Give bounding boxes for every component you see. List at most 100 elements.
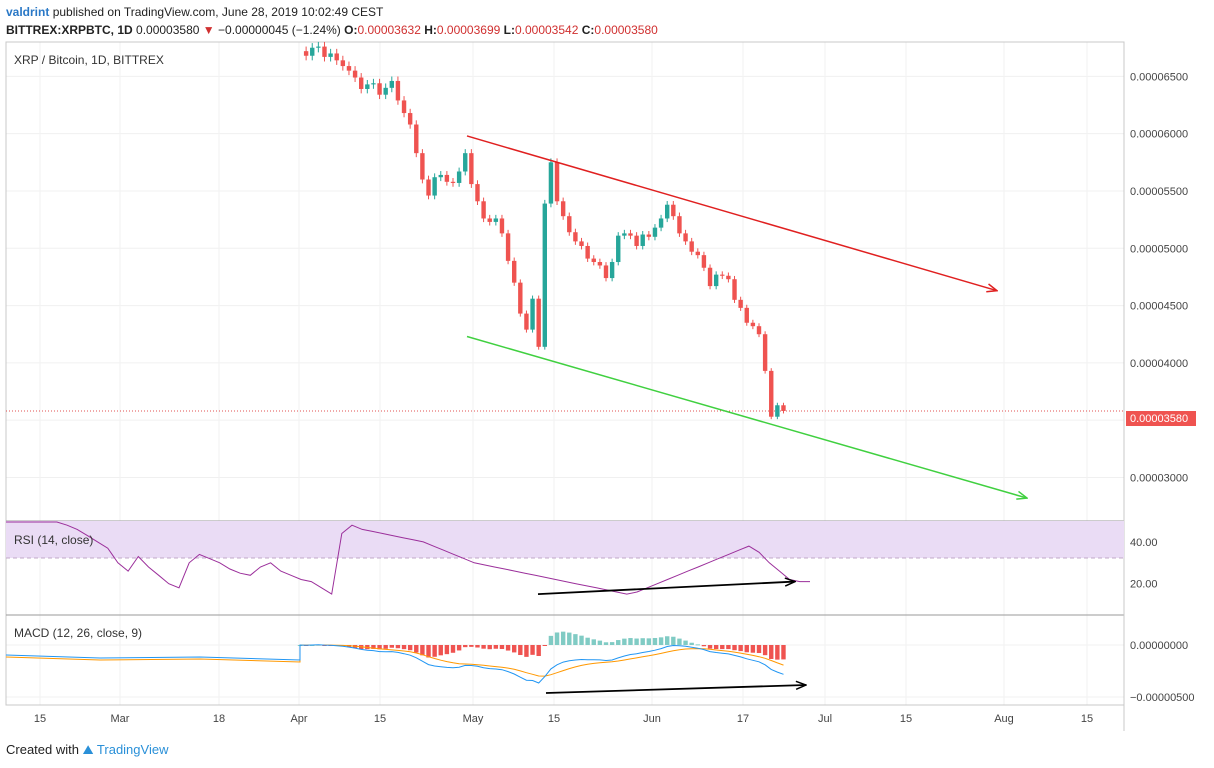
histogram-bar	[603, 642, 609, 645]
close-label: C:	[581, 23, 595, 37]
candle	[628, 229, 633, 240]
histogram-bar	[628, 638, 633, 645]
candle	[756, 323, 762, 338]
candle	[487, 214, 492, 226]
histogram-bar	[591, 639, 596, 645]
divergence-arrows[interactable]	[537, 582, 806, 694]
symbol-label: BITTREX:XRPBTC, 1D	[6, 23, 133, 37]
histogram-bar	[487, 645, 492, 650]
candle	[781, 402, 786, 414]
y-tick-label: 0.00004500	[1130, 301, 1188, 313]
tradingview-brand[interactable]: TradingView	[96, 742, 169, 757]
price-change: −0.00000045 (−1.24%)	[218, 23, 341, 37]
histogram-bar	[720, 645, 725, 650]
candle	[597, 258, 603, 269]
high-value: 0.00003699	[436, 23, 501, 37]
macd-histogram	[297, 631, 786, 660]
candle	[383, 83, 388, 100]
histogram-bar	[762, 645, 768, 656]
rsi-divergence-arrow[interactable]	[537, 582, 795, 596]
candle	[762, 331, 768, 374]
histogram-bar	[616, 640, 621, 645]
x-tick-label: 15	[34, 713, 46, 725]
candle	[707, 264, 713, 290]
candle	[579, 237, 584, 250]
candle	[481, 197, 486, 223]
time-axis[interactable]: 15 Mar 18 Apr 15 May 15 Jun 17 Jul 15 Aug 15	[34, 713, 1093, 725]
histogram-bar	[775, 645, 780, 660]
candle	[401, 96, 407, 118]
histogram-bar	[463, 645, 468, 648]
candle	[303, 46, 309, 61]
candle	[548, 158, 554, 208]
close-value: 0.00003580	[594, 23, 658, 37]
histogram-bar	[622, 638, 627, 645]
histogram-bar	[781, 645, 786, 660]
y-tick-label: 0.00003000	[1130, 472, 1188, 484]
candle	[720, 271, 725, 280]
histogram-bar	[695, 644, 700, 646]
support-trendline[interactable]	[466, 335, 1027, 499]
candle	[475, 180, 480, 206]
histogram-bar	[377, 645, 382, 650]
candle	[432, 173, 437, 200]
x-tick-label: 15	[548, 713, 560, 725]
price-axis[interactable]: 0.00006500 0.00006000 0.00005500 0.00005000…	[1130, 71, 1195, 704]
rsi-title: RSI (14, close)	[14, 533, 93, 547]
candle	[646, 230, 652, 241]
histogram-bar	[548, 635, 554, 645]
histogram-bar	[493, 645, 499, 649]
author-name[interactable]: valdrint	[6, 5, 50, 19]
candle	[456, 167, 462, 187]
down-arrow-icon: ▼	[202, 23, 215, 37]
candle	[352, 66, 358, 82]
macd-tick-label: −0.00000500	[1130, 692, 1195, 704]
candle	[677, 212, 682, 237]
y-tick-label: 0.00006000	[1130, 129, 1188, 141]
candle	[665, 201, 670, 223]
resistance-trendline[interactable]	[466, 135, 997, 291]
candle	[701, 251, 707, 272]
histogram-bar	[518, 645, 523, 656]
candle	[542, 199, 547, 350]
histogram-bar	[677, 638, 682, 645]
candle	[316, 41, 321, 53]
candle	[414, 120, 419, 158]
x-tick-label: 17	[737, 713, 749, 725]
x-tick-label: Apr	[290, 713, 307, 725]
published-text: published on TradingView.com, June 28, 2…	[52, 5, 384, 19]
x-tick-label: 15	[374, 713, 386, 725]
main-pane-title: XRP / Bitcoin, 1D, BITTREX	[14, 53, 164, 67]
trendlines[interactable]	[466, 135, 1027, 499]
histogram-bar	[389, 645, 394, 648]
histogram-bar	[512, 645, 517, 653]
histogram-bar	[573, 634, 578, 645]
histogram-bar	[505, 645, 511, 651]
candle	[310, 43, 315, 61]
candle	[438, 171, 443, 182]
macd-divergence-arrow[interactable]	[545, 685, 806, 694]
y-tick-label: 0.00006500	[1130, 71, 1188, 83]
candle	[560, 197, 566, 220]
candle	[554, 158, 560, 206]
histogram-bar	[456, 645, 462, 651]
histogram-bar	[567, 632, 572, 645]
candle	[420, 149, 425, 184]
rsi-tick-label: 20.00	[1130, 579, 1158, 591]
candle	[689, 237, 694, 256]
created-with-text: Created with	[6, 742, 79, 757]
histogram-bar	[701, 645, 707, 647]
open-label: O:	[344, 23, 358, 37]
candle	[450, 177, 456, 187]
histogram-bar	[481, 645, 486, 649]
candle	[463, 149, 468, 176]
candle	[377, 78, 382, 100]
price-label-box	[1126, 411, 1196, 426]
macd-line	[5, 644, 784, 684]
footer: Created with ⛰ TradingView	[6, 742, 168, 758]
histogram-bar	[542, 645, 547, 646]
histogram-bar	[450, 645, 456, 653]
histogram-bar	[530, 645, 535, 655]
histogram-bar	[444, 645, 450, 655]
